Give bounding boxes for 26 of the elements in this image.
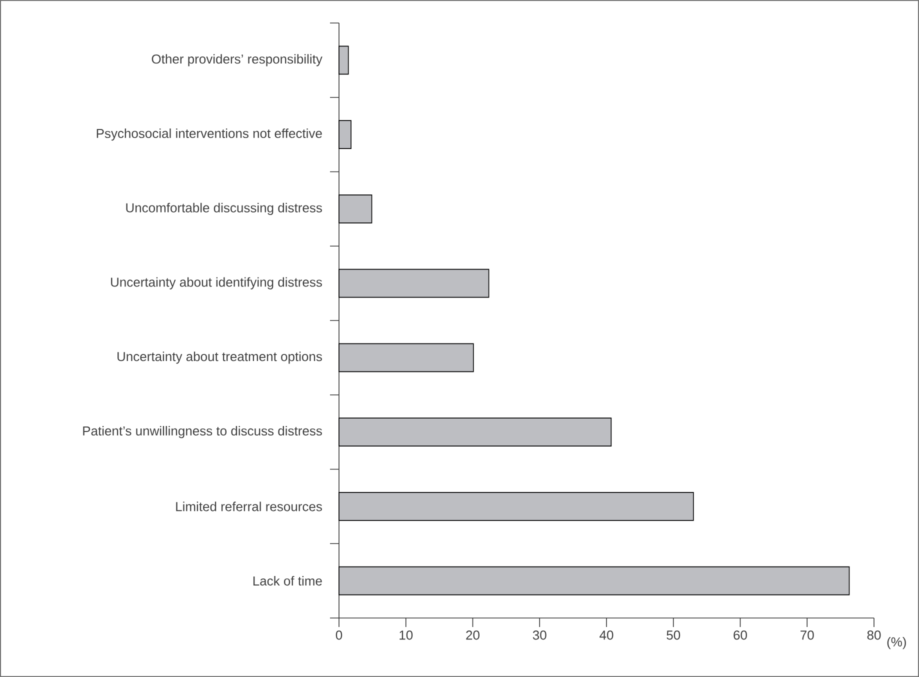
y-tick-label: Other providers’ responsibility — [152, 54, 322, 66]
y-tick-label: Uncertainty about identifying distress — [111, 277, 322, 290]
bar — [338, 194, 372, 224]
x-tick-label: 70 — [800, 630, 814, 640]
y-tick-label: Uncertainty about treatment options — [118, 352, 322, 364]
y-tick-label: Lack of time — [253, 576, 322, 586]
x-tick-label: 60 — [734, 630, 747, 640]
x-tick-label: 30 — [532, 630, 546, 640]
x-tick-label: 80 — [867, 630, 881, 640]
y-tick-label: Limited referral resources — [176, 502, 322, 512]
x-tick-label: 20 — [466, 630, 480, 640]
bar — [338, 492, 694, 521]
bar — [338, 46, 349, 75]
x-tick-label: 0 — [336, 630, 342, 640]
bar — [338, 268, 490, 298]
y-tick-label: Patient’s unwillingness to discuss distress — [83, 426, 322, 438]
bar — [338, 120, 352, 149]
y-tick-label: Psychosocial interventions not effective — [96, 128, 322, 141]
x-axis-title: (%) — [887, 637, 906, 650]
bar — [338, 343, 474, 372]
x-tick-label: 10 — [400, 630, 413, 640]
x-tick-label: 40 — [600, 630, 614, 640]
x-tick-label: 50 — [666, 630, 680, 640]
y-tick-label: Uncomfortable discussing distress — [126, 202, 322, 215]
bar — [338, 566, 850, 596]
bar — [338, 418, 612, 446]
